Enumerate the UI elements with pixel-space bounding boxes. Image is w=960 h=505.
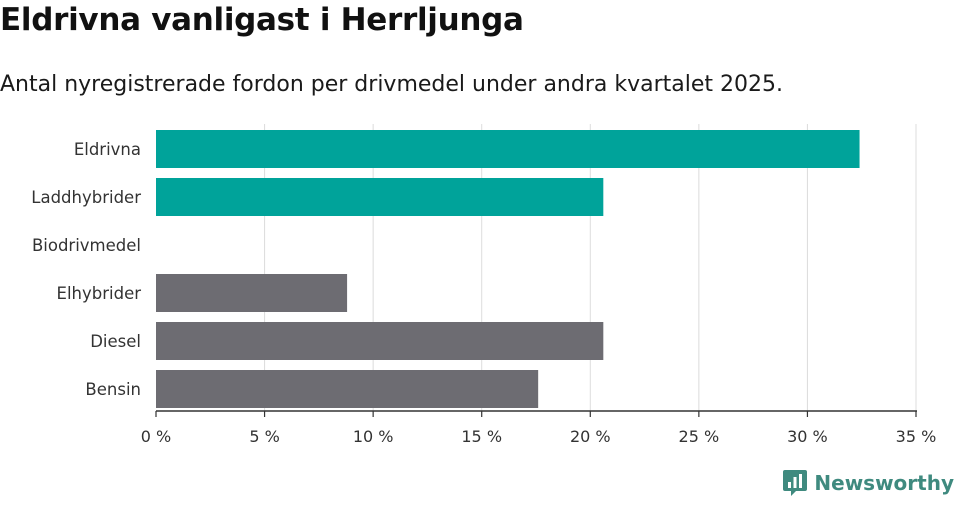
- category-label: Diesel: [90, 332, 141, 351]
- x-tick-label: 20 %: [570, 427, 611, 446]
- category-label: Elhybrider: [57, 284, 142, 303]
- x-tick-label: 15 %: [461, 427, 502, 446]
- brand-name: Newsworthy: [814, 471, 954, 495]
- bar-chart: Eldrivna Laddhybrider Biodrivmedel Elhybrid…: [31, 124, 937, 446]
- category-label: Eldrivna: [74, 140, 141, 159]
- bar: [156, 370, 539, 408]
- x-tick-label: 10 %: [353, 427, 394, 446]
- bar: [156, 130, 860, 168]
- chart-title: Eldrivna vanligast i Herrljunga: [0, 2, 524, 38]
- bar: [156, 274, 348, 312]
- x-tick-label: 35 %: [896, 427, 937, 446]
- bar: [156, 322, 604, 360]
- x-tick-label: 0 %: [141, 427, 171, 446]
- x-tick-label: 30 %: [787, 427, 828, 446]
- bar-chart-speech-bubble-icon: [783, 470, 808, 496]
- chart-subtitle: Antal nyregistrerade fordon per drivmede…: [0, 72, 783, 97]
- category-label: Biodrivmedel: [32, 236, 141, 255]
- bar: [156, 178, 604, 216]
- category-label: Laddhybrider: [31, 188, 141, 207]
- x-tick-label: 25 %: [679, 427, 720, 446]
- x-tick-label: 5 %: [249, 427, 279, 446]
- brand-logo[interactable]: Newsworthy: [782, 469, 954, 497]
- category-label: Bensin: [85, 380, 141, 399]
